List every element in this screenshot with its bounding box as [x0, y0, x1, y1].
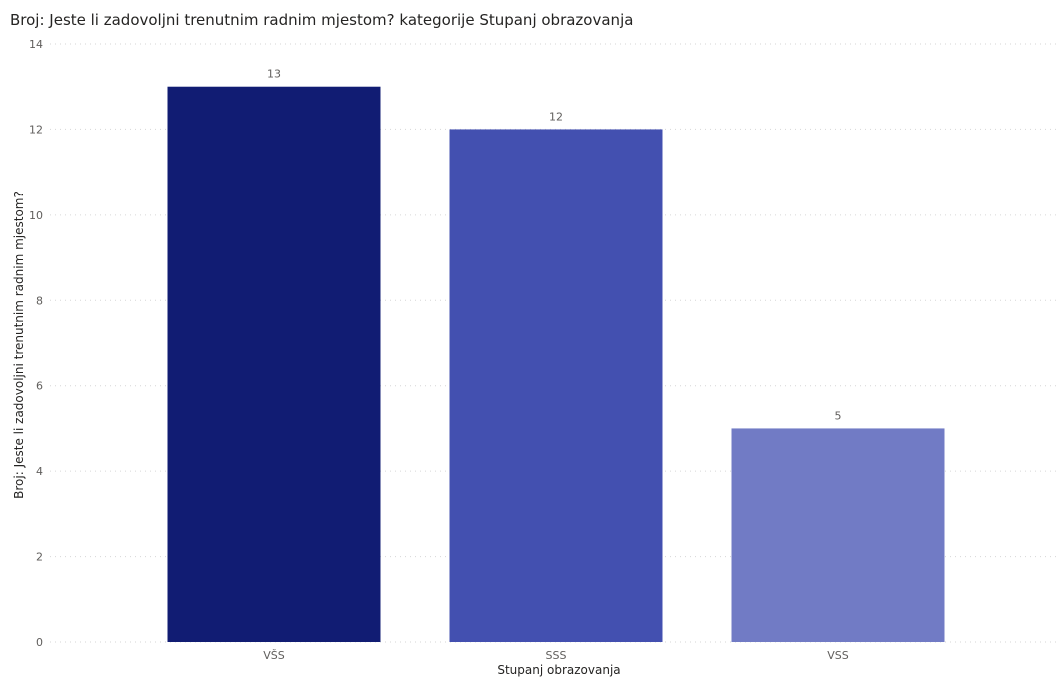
- y-tick-label: 0: [36, 636, 43, 649]
- y-tick-label: 4: [36, 465, 43, 478]
- y-tick-label: 12: [29, 123, 43, 136]
- bar-vss[interactable]: [731, 428, 945, 642]
- bars: [167, 86, 945, 642]
- bar-všs[interactable]: [167, 86, 381, 642]
- data-labels: 13 12 5: [267, 68, 842, 423]
- x-tick-label: VSS: [827, 649, 849, 662]
- y-tick-label: 10: [29, 209, 43, 222]
- x-axis-label: Stupanj obrazovanja: [497, 663, 621, 677]
- y-tick-label: 14: [29, 38, 43, 51]
- data-label: 12: [549, 110, 563, 123]
- data-label: 13: [267, 68, 281, 81]
- y-tick-label: 8: [36, 294, 43, 307]
- x-tick-label: VŠS: [263, 649, 285, 662]
- y-tick-label: 2: [36, 551, 43, 564]
- x-tick-label: SSS: [546, 649, 567, 662]
- y-tick-label: 6: [36, 380, 43, 393]
- chart-title: Broj: Jeste li zadovoljni trenutnim radn…: [10, 11, 634, 29]
- y-axis-ticks: 0 2 4 6 8 10 12 14: [29, 38, 43, 649]
- data-label: 5: [835, 409, 842, 422]
- x-axis-ticks: VŠS SSS VSS: [263, 649, 849, 662]
- bar-sss[interactable]: [449, 129, 663, 642]
